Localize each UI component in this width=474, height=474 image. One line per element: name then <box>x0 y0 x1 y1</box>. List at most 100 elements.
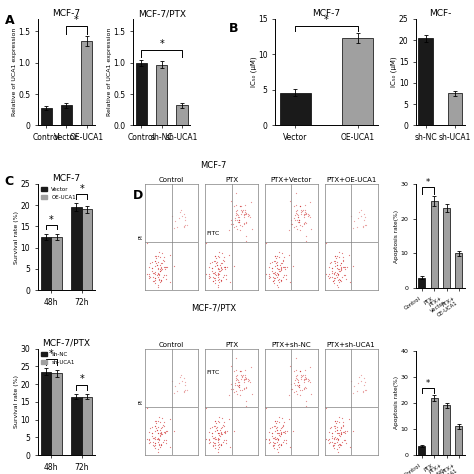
Point <box>277 264 284 272</box>
Point <box>243 397 250 404</box>
Point <box>221 265 229 273</box>
Point <box>156 267 164 274</box>
Point <box>241 201 249 209</box>
Bar <box>447 93 462 125</box>
Point <box>340 436 347 443</box>
Point <box>363 386 370 394</box>
Point <box>218 424 225 432</box>
Text: MCF-7/PTX: MCF-7/PTX <box>191 303 236 312</box>
Point <box>211 417 219 425</box>
Point <box>305 212 313 219</box>
Point <box>143 435 150 442</box>
Point <box>242 375 250 383</box>
Point <box>154 434 162 442</box>
Point <box>159 273 167 281</box>
Point <box>155 413 163 421</box>
Point <box>353 223 361 230</box>
Point <box>268 264 276 272</box>
Point <box>152 417 159 425</box>
Point <box>271 433 279 441</box>
Point <box>227 443 234 450</box>
Point <box>285 226 292 234</box>
Point <box>337 259 345 266</box>
Point <box>339 253 347 261</box>
Point <box>271 422 278 429</box>
Point <box>322 404 330 412</box>
Point <box>295 383 302 391</box>
Point <box>275 249 283 256</box>
Point <box>208 429 216 437</box>
Point <box>294 378 301 386</box>
Point <box>277 276 284 284</box>
Point <box>160 271 168 279</box>
Y-axis label: PI: PI <box>139 235 144 239</box>
Point <box>151 257 158 264</box>
Point <box>278 259 285 266</box>
Point <box>211 439 219 447</box>
Point <box>148 423 155 431</box>
Title: MCF-7/PTX: MCF-7/PTX <box>42 339 91 348</box>
Point <box>160 436 168 443</box>
Point <box>215 271 222 278</box>
Point <box>282 436 289 444</box>
Point <box>304 213 311 220</box>
Point <box>153 255 160 262</box>
Point <box>293 375 301 383</box>
Point <box>236 381 243 388</box>
Point <box>211 433 219 441</box>
Point <box>235 383 243 391</box>
Point <box>346 251 353 258</box>
Point <box>268 432 276 440</box>
Title: PTX: PTX <box>225 177 238 183</box>
Point <box>180 222 188 230</box>
Point <box>240 219 248 227</box>
Point <box>146 270 153 277</box>
Point <box>338 414 346 422</box>
Point <box>145 437 153 444</box>
Point <box>212 424 219 431</box>
Point <box>335 249 343 256</box>
Text: FITC: FITC <box>207 371 220 375</box>
Point <box>154 258 162 265</box>
Point <box>280 264 287 271</box>
Point <box>304 377 311 385</box>
Point <box>155 435 162 443</box>
Point <box>180 388 188 395</box>
Point <box>292 355 300 362</box>
Point <box>162 265 169 273</box>
Point <box>299 371 307 379</box>
Point <box>300 385 307 392</box>
Point <box>306 213 314 220</box>
Point <box>341 428 349 435</box>
Point <box>300 210 308 218</box>
Point <box>217 431 225 438</box>
Bar <box>418 446 425 455</box>
Point <box>295 218 302 226</box>
Point <box>237 386 244 393</box>
Point <box>291 214 298 222</box>
Point <box>214 269 221 277</box>
Point <box>214 434 221 442</box>
Text: *: * <box>49 349 54 359</box>
Point <box>275 419 283 426</box>
Point <box>334 418 341 425</box>
Title: PTX+sh-UCA1: PTX+sh-UCA1 <box>327 342 375 348</box>
Point <box>231 214 238 222</box>
Point <box>277 259 285 267</box>
Point <box>242 374 249 381</box>
Point <box>154 262 161 269</box>
Point <box>273 423 281 430</box>
Bar <box>51 237 62 290</box>
Point <box>301 219 309 226</box>
Point <box>275 275 283 283</box>
Point <box>236 219 243 226</box>
Point <box>162 429 169 437</box>
Point <box>271 268 279 276</box>
Point <box>173 388 181 395</box>
Point <box>220 271 228 279</box>
Point <box>297 371 305 379</box>
Point <box>302 209 310 217</box>
Point <box>227 381 235 388</box>
Point <box>205 437 212 444</box>
Point <box>337 424 345 431</box>
